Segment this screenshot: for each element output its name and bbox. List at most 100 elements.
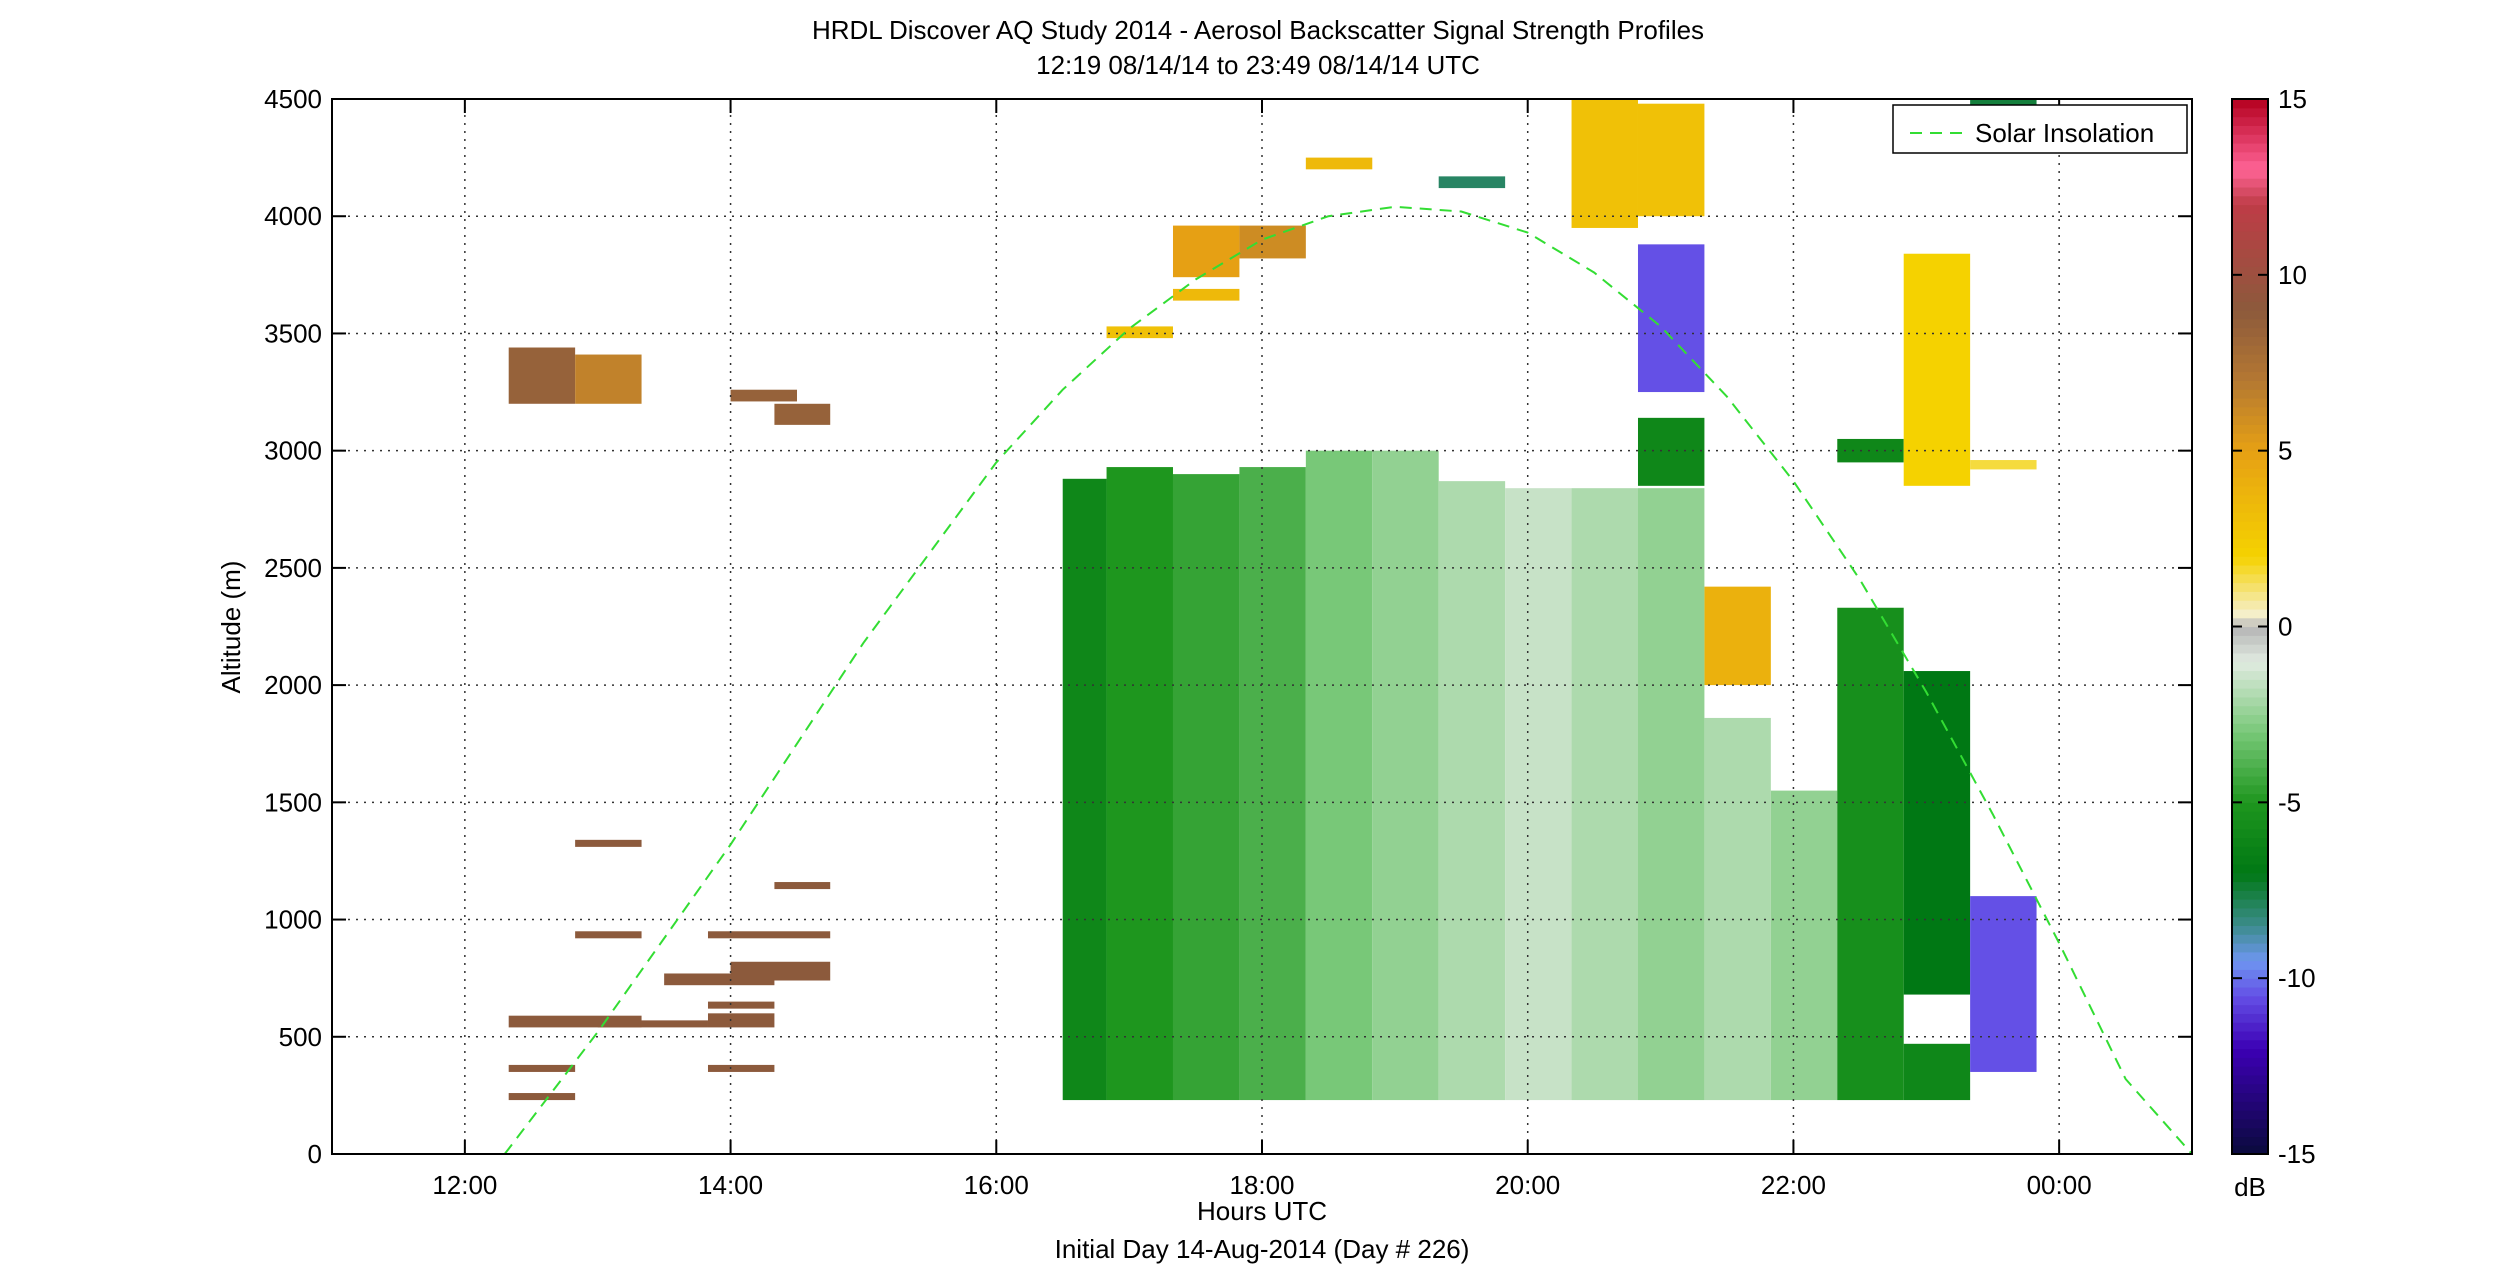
y-tick-label-1: 500 [279, 1022, 322, 1052]
colorbar-band-61 [2232, 608, 2268, 619]
colorbar-ticks: 15 10 5 0 -5 -10 -15 [2232, 84, 2316, 1169]
colorbar-band-44 [2232, 758, 2268, 768]
colorbar-band-7 [2232, 1083, 2268, 1094]
colorbar-band-75 [2232, 485, 2268, 496]
heatmap-cell-36 [1305, 450, 1373, 1101]
y-tick-label-3: 1500 [264, 787, 322, 817]
colorbar-band-71 [2232, 521, 2268, 531]
colorbar-band-14 [2232, 1022, 2268, 1032]
colorbar-tick-label-3: 0 [2278, 612, 2292, 642]
y-tick-label-6: 3000 [264, 436, 322, 466]
heatmap-cell-31 [1970, 99, 2037, 107]
colorbar-band-17 [2232, 995, 2268, 1006]
colorbar-band-9 [2232, 1066, 2268, 1076]
heatmap-cell-9 [575, 931, 642, 939]
heatmap-cell-19 [1172, 225, 1240, 278]
colorbar-band-56 [2232, 652, 2268, 663]
colorbar-band-86 [2232, 389, 2268, 399]
colorbar-band-73 [2232, 503, 2268, 513]
colorbar-band-11 [2232, 1048, 2268, 1058]
colorbar-band-15 [2232, 1013, 2268, 1023]
colorbar-band-63 [2232, 591, 2268, 601]
colorbar-band-10 [2232, 1057, 2268, 1067]
colorbar-band-65 [2232, 573, 2268, 584]
colorbar-band-67 [2232, 556, 2268, 566]
heatmap-cell-41 [1637, 488, 1705, 1101]
heatmap-cell-25 [1637, 244, 1705, 393]
colorbar-band-101 [2232, 257, 2268, 267]
x-axis-label: Hours UTC [1197, 1196, 1327, 1226]
colorbar-band-92 [2232, 336, 2268, 346]
colorbar-band-23 [2232, 943, 2268, 953]
colorbar-band-112 [2232, 160, 2268, 170]
colorbar-band-94 [2232, 318, 2268, 329]
colorbar-band-38 [2232, 811, 2268, 821]
heatmap-cell-40 [1571, 488, 1638, 1101]
colorbar-band-76 [2232, 477, 2268, 487]
colorbar-band-96 [2232, 301, 2268, 311]
y-tick-label-5: 2500 [264, 553, 322, 583]
heatmap-cell-2 [730, 389, 797, 402]
x-tick-label-5: 22:00 [1761, 1170, 1826, 1200]
colorbar-band-2 [2232, 1127, 2268, 1138]
colorbar-band-58 [2232, 635, 2268, 645]
colorbar-band-3 [2232, 1118, 2268, 1129]
colorbar-band-107 [2232, 204, 2268, 214]
colorbar-band-39 [2232, 802, 2268, 812]
colorbar-band-114 [2232, 142, 2268, 153]
heatmap-cell-34 [1172, 474, 1240, 1101]
colorbar-band-51 [2232, 696, 2268, 707]
colorbar-band-34 [2232, 846, 2268, 856]
colorbar-band-45 [2232, 749, 2268, 759]
y-tick-label-7: 3500 [264, 318, 322, 348]
y-tick-label-0: 0 [308, 1139, 322, 1169]
colorbar-band-41 [2232, 784, 2268, 795]
colorbar-band-20 [2232, 969, 2268, 979]
colorbar-band-52 [2232, 688, 2268, 698]
heatmap-cell-39 [1505, 488, 1572, 1101]
colorbar-band-89 [2232, 362, 2268, 373]
y-tick-label-8: 4000 [264, 201, 322, 231]
heatmap-cell-13 [707, 1001, 775, 1009]
colorbar-band-43 [2232, 767, 2268, 777]
colorbar-band-37 [2232, 819, 2268, 830]
heatmap-cell-35 [1239, 467, 1306, 1101]
colorbar-band-82 [2232, 424, 2268, 434]
heatmap-cell-5 [597, 1020, 708, 1028]
heatmap-cell-8 [575, 839, 642, 847]
colorbar-band-4 [2232, 1110, 2268, 1120]
colorbar-band-108 [2232, 195, 2268, 206]
colorbar-band-46 [2232, 740, 2268, 751]
x-tick-label-3: 18:00 [1229, 1170, 1294, 1200]
colorbar-band-115 [2232, 134, 2268, 144]
heatmap-cell-24 [1637, 103, 1705, 217]
colorbar-band-35 [2232, 837, 2268, 847]
colorbar-band-81 [2232, 433, 2268, 443]
colorbar-band-99 [2232, 274, 2268, 285]
colorbar-band-49 [2232, 714, 2268, 724]
heatmap-cells [508, 99, 2037, 1101]
heatmap-cell-38 [1438, 481, 1506, 1101]
colorbar-band-116 [2232, 125, 2268, 135]
heatmap-cell-21 [1305, 157, 1373, 170]
colorbar-band-40 [2232, 793, 2268, 803]
heatmap-cell-30 [1970, 460, 2037, 470]
colorbar-band-117 [2232, 116, 2268, 126]
heatmap-cell-22 [1438, 176, 1506, 189]
heatmap-cell-1 [575, 354, 642, 404]
colorbar: 15 10 5 0 -5 -10 -15 dB [2231, 84, 2316, 1202]
colorbar-band-110 [2232, 178, 2268, 188]
colorbar-band-22 [2232, 951, 2268, 962]
colorbar-band-18 [2232, 986, 2268, 997]
colorbar-band-85 [2232, 397, 2268, 408]
heatmap-cell-42 [1704, 717, 1771, 1101]
y-tick-label-4: 2000 [264, 670, 322, 700]
colorbar-band-16 [2232, 1004, 2268, 1014]
colorbar-band-50 [2232, 705, 2268, 716]
colorbar-band-26 [2232, 916, 2268, 927]
colorbar-band-70 [2232, 529, 2268, 540]
colorbar-band-79 [2232, 450, 2268, 461]
heatmap-cell-3 [774, 403, 831, 425]
heatmap-cell-23 [1571, 99, 1638, 228]
